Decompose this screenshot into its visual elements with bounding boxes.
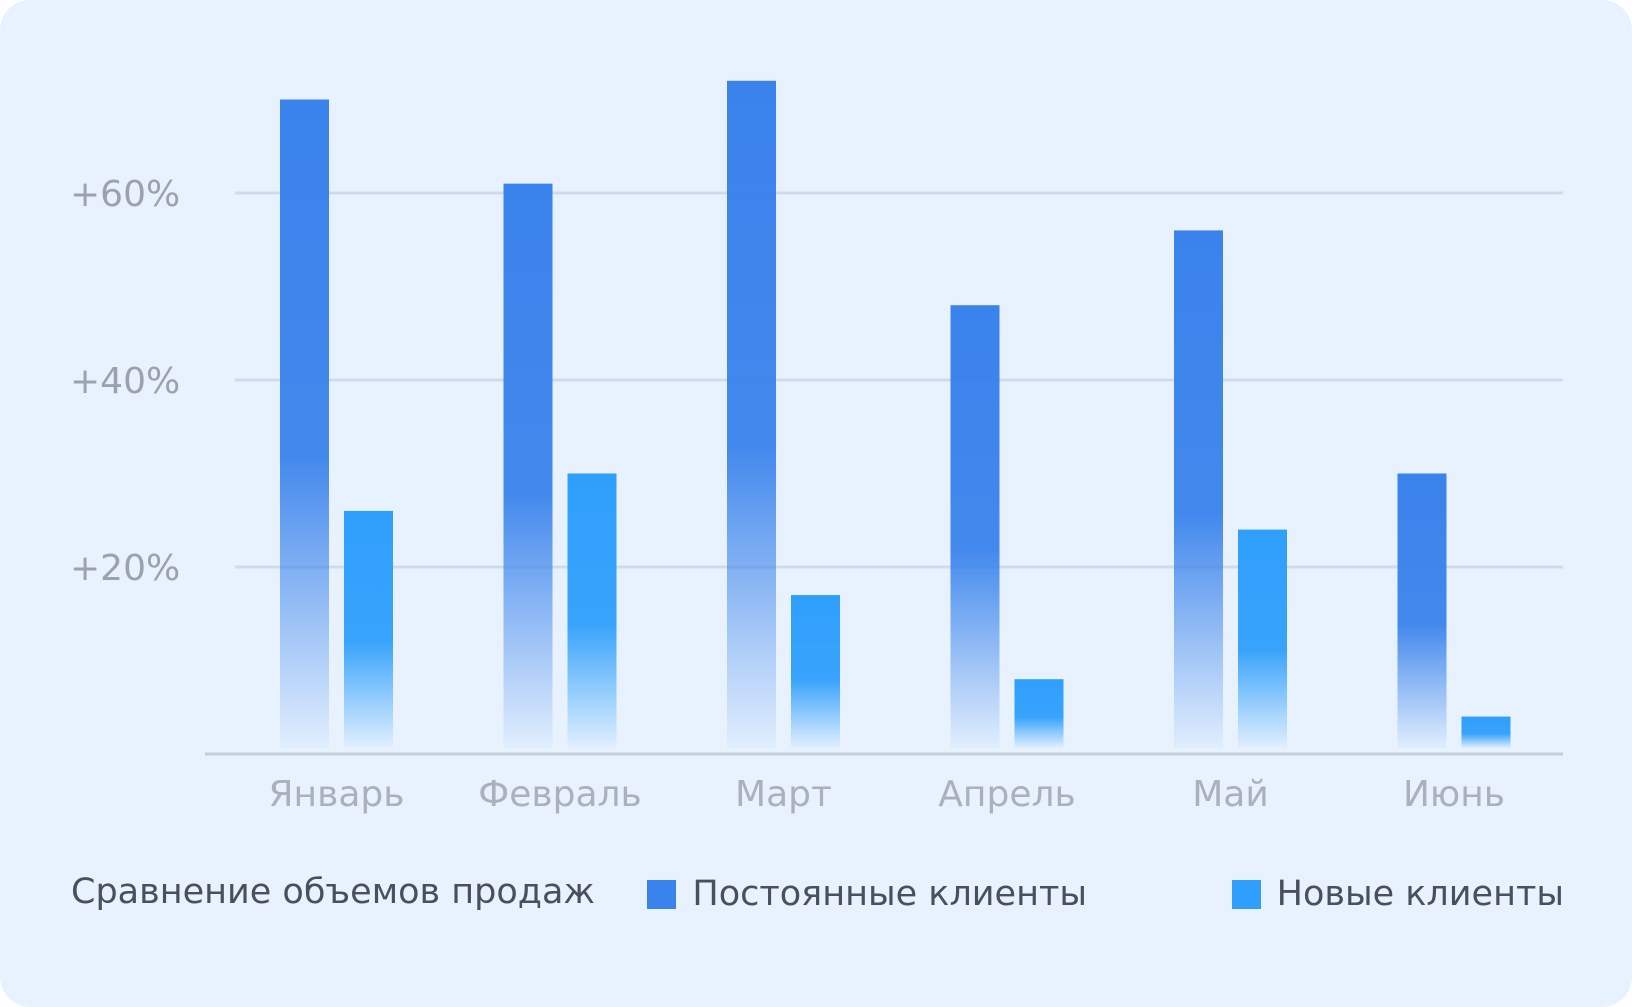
bar-regular-clients: [1397, 473, 1447, 748]
bar-new-clients: [1238, 529, 1287, 748]
x-tick-label: Январь: [269, 774, 405, 815]
bar-new-clients: [344, 510, 393, 748]
x-tick-label: Май: [1192, 774, 1269, 815]
bar-new-clients: [1461, 716, 1511, 748]
bar-regular-clients: [503, 183, 553, 748]
legend-item-regular-clients: Постоянные клиенты: [647, 874, 1087, 914]
x-tick-label: Июнь: [1403, 774, 1505, 815]
legend: Постоянные клиенты Новые клиенты: [0, 874, 1632, 924]
legend-item-new-clients: Новые клиенты: [1231, 874, 1564, 914]
legend-swatch-new-clients: [1231, 879, 1261, 909]
bar-new-clients: [567, 473, 617, 748]
bar-new-clients: [791, 595, 840, 748]
y-axis-ticks: +20% +40% +60%: [70, 174, 180, 589]
x-tick-label: Март: [735, 774, 832, 815]
y-tick-label: +60%: [70, 174, 180, 215]
chart-title: Сравнение объемов продаж: [71, 872, 595, 912]
x-tick-label: Февраль: [478, 774, 642, 815]
bar-regular-clients: [950, 305, 1000, 748]
bars: [280, 80, 1511, 749]
bar-new-clients: [1014, 679, 1064, 748]
gridlines: [235, 191, 1563, 569]
legend-swatch-regular-clients: [647, 879, 677, 909]
x-axis-ticks: Январь Февраль Март Апрель Май Июнь: [269, 774, 1505, 815]
bar-regular-clients: [1174, 230, 1223, 748]
legend-label-regular-clients: Постоянные клиенты: [692, 874, 1087, 914]
x-tick-label: Апрель: [938, 774, 1075, 815]
legend-label-new-clients: Новые клиенты: [1276, 874, 1564, 914]
y-tick-label: +20%: [70, 548, 180, 589]
bar-regular-clients: [280, 99, 329, 748]
y-tick-label: +40%: [70, 361, 180, 402]
bar-regular-clients: [727, 80, 776, 749]
